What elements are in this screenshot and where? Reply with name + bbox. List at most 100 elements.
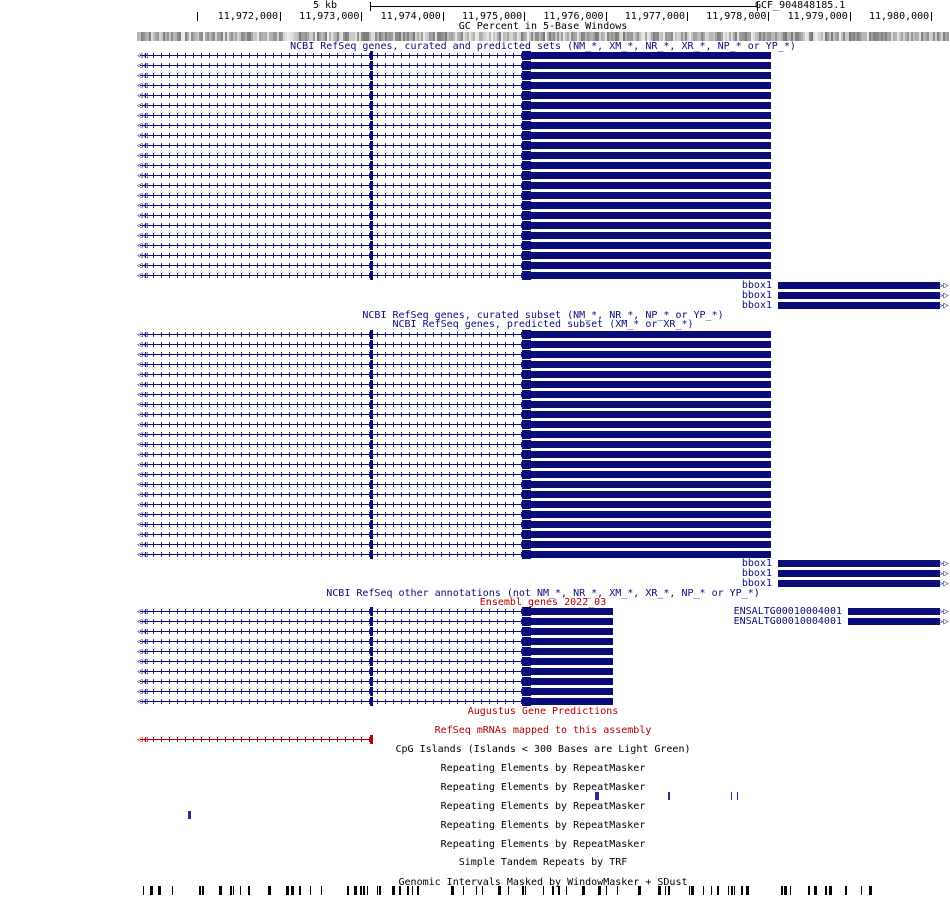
masked-interval[interactable] [399, 886, 401, 895]
masked-interval[interactable] [299, 886, 301, 895]
masked-interval[interactable] [363, 886, 365, 895]
masked-interval[interactable] [668, 886, 670, 895]
gene-label[interactable]: bbox1 [741, 280, 772, 291]
gene-ENSALTG00010004001[interactable]: ENSALTG00010004001 ▷▷ [0, 617, 950, 628]
masked-interval[interactable] [463, 886, 464, 895]
masked-interval[interactable] [233, 886, 234, 895]
masked-interval[interactable] [703, 886, 704, 895]
refseq-transcript[interactable]: ◁◁ [0, 440, 950, 450]
gene-bbox1[interactable]: bbox1 ▷▷ [0, 291, 950, 302]
track-title-windowmasker[interactable]: Genomic Intervals Masked by WindowMasker… [398, 877, 688, 888]
refseq-transcript[interactable]: ◁◁ [0, 360, 950, 370]
masked-interval[interactable] [869, 886, 872, 895]
track-title-rmsk[interactable]: Repeating Elements by RepeatMasker [440, 763, 646, 774]
track-title-refseq-all[interactable]: NCBI RefSeq genes, curated and predicted… [290, 41, 796, 52]
refseq-mrna-alignment[interactable]: ◁◁ [0, 735, 950, 745]
refseq-transcript[interactable]: ◁◁ [0, 121, 950, 131]
masked-interval[interactable] [522, 886, 524, 895]
track-title-refseq-predicted[interactable]: NCBI RefSeq genes, predicted subset (XM_… [392, 319, 694, 330]
masked-interval[interactable] [379, 886, 381, 895]
masked-interval[interactable] [143, 886, 144, 895]
gene-label[interactable]: ENSALTG00010004001 [733, 606, 842, 617]
masked-interval[interactable] [158, 886, 161, 895]
track-title-rmsk[interactable]: Repeating Elements by RepeatMasker [440, 820, 646, 831]
masked-interval[interactable] [172, 886, 173, 895]
masked-interval[interactable] [286, 886, 289, 895]
refseq-transcript[interactable]: ◁◁ [0, 141, 950, 151]
refseq-transcript[interactable]: ◁◁ [0, 191, 950, 201]
refseq-transcript[interactable]: ◁◁ [0, 71, 950, 81]
refseq-transcript[interactable]: ◁◁ [0, 221, 950, 231]
masked-interval[interactable] [606, 886, 607, 895]
ensembl-transcript[interactable]: ◁◁ [0, 667, 950, 677]
track-title-rmsk[interactable]: Repeating Elements by RepeatMasker [440, 782, 646, 793]
masked-interval[interactable] [717, 886, 719, 895]
ensembl-transcript[interactable]: ◁◁ [0, 617, 950, 627]
refseq-transcript[interactable]: ◁◁ [0, 111, 950, 121]
refseq-transcript[interactable]: ◁◁ [0, 101, 950, 111]
ensembl-transcript[interactable]: ◁◁ [0, 677, 950, 687]
repeat-element[interactable] [188, 811, 191, 819]
masked-interval[interactable] [360, 886, 362, 895]
masked-interval[interactable] [861, 886, 862, 895]
masked-interval[interactable] [552, 886, 554, 895]
masked-interval[interactable] [689, 886, 690, 895]
refseq-transcript[interactable]: ◁◁ [0, 390, 950, 400]
ensembl-transcript[interactable]: ◁◁ [0, 697, 950, 707]
masked-interval[interactable] [219, 886, 222, 895]
track-title-trf[interactable]: Simple Tandem Repeats by TRF [458, 857, 628, 868]
refseq-transcript[interactable]: ◁◁ [0, 211, 950, 221]
masked-interval[interactable] [665, 886, 666, 895]
masked-interval[interactable] [829, 886, 832, 895]
refseq-transcript[interactable]: ◁◁ [0, 460, 950, 470]
refseq-transcript[interactable]: ◁◁ [0, 370, 950, 380]
masked-interval[interactable] [291, 886, 294, 895]
gene-bbox1[interactable]: bbox1 ▷▷ [0, 569, 950, 580]
masked-interval[interactable] [790, 886, 791, 895]
refseq-transcript[interactable]: ◁◁ [0, 171, 950, 181]
masked-interval[interactable] [347, 886, 349, 895]
masked-interval[interactable] [598, 886, 601, 895]
masked-interval[interactable] [268, 886, 271, 895]
masked-interval[interactable] [508, 886, 509, 895]
refseq-transcript[interactable]: ◁◁ [0, 271, 950, 281]
refseq-transcript[interactable]: ◁◁ [0, 540, 950, 550]
masked-interval[interactable] [543, 886, 544, 895]
refseq-transcript[interactable]: ◁◁ [0, 500, 950, 510]
masked-interval[interactable] [711, 886, 712, 895]
masked-interval[interactable] [784, 886, 787, 895]
masked-interval[interactable] [199, 886, 201, 895]
ensembl-transcript[interactable]: ◁◁ [0, 647, 950, 657]
masked-interval[interactable] [558, 886, 560, 895]
track-title-rmsk[interactable]: Repeating Elements by RepeatMasker [440, 839, 646, 850]
refseq-transcript[interactable]: ◁◁ [0, 350, 950, 360]
masked-interval[interactable] [781, 886, 783, 895]
refseq-transcript[interactable]: ◁◁ [0, 161, 950, 171]
refseq-transcript[interactable]: ◁◁ [0, 181, 950, 191]
track-title-augustus[interactable]: Augustus Gene Predictions [467, 706, 619, 717]
gene-label[interactable]: bbox1 [741, 558, 772, 569]
track-title-refseq-curated[interactable]: NCBI RefSeq genes, curated subset (NM_*,… [362, 310, 724, 321]
refseq-transcript[interactable]: ◁◁ [0, 201, 950, 211]
ensembl-transcript[interactable]: ◁◁ [0, 627, 950, 637]
ensembl-transcript[interactable]: ◁◁ [0, 637, 950, 647]
masked-interval[interactable] [582, 886, 585, 895]
masked-interval[interactable] [658, 886, 661, 895]
refseq-transcript[interactable]: ◁◁ [0, 330, 950, 340]
masked-interval[interactable] [728, 886, 729, 895]
refseq-transcript[interactable]: ◁◁ [0, 51, 950, 61]
masked-interval[interactable] [417, 886, 419, 895]
refseq-transcript[interactable]: ◁◁ [0, 380, 950, 390]
refseq-transcript[interactable]: ◁◁ [0, 241, 950, 251]
masked-interval[interactable] [638, 886, 641, 895]
refseq-transcript[interactable]: ◁◁ [0, 490, 950, 500]
track-title-rmsk[interactable]: Repeating Elements by RepeatMasker [440, 801, 646, 812]
refseq-transcript[interactable]: ◁◁ [0, 131, 950, 141]
masked-interval[interactable] [525, 886, 526, 895]
masked-interval[interactable] [482, 886, 483, 895]
masked-interval[interactable] [746, 886, 749, 895]
refseq-transcript[interactable]: ◁◁ [0, 400, 950, 410]
refseq-transcript[interactable]: ◁◁ [0, 480, 950, 490]
masked-interval[interactable] [310, 886, 311, 895]
masked-interval[interactable] [230, 886, 232, 895]
